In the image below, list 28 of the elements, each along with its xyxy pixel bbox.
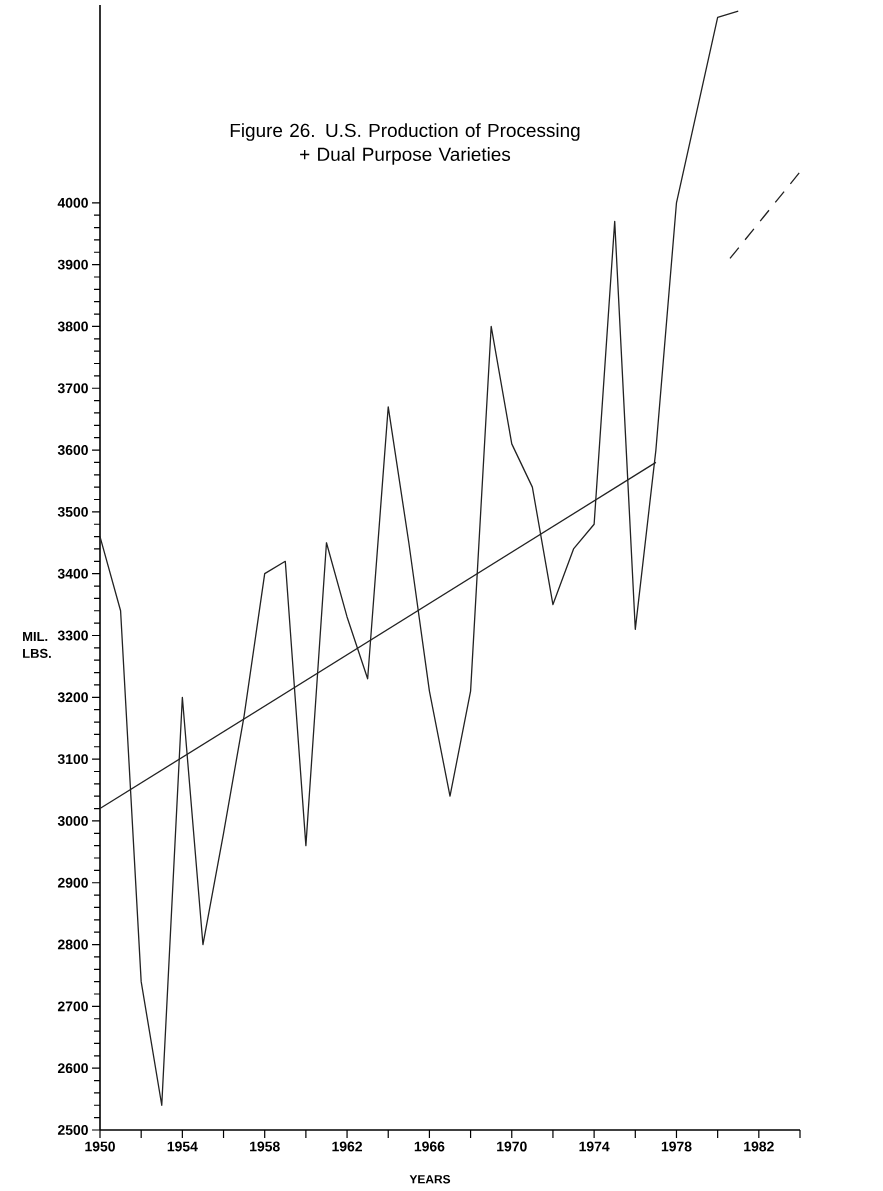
y-tick-label: 2500 <box>57 1125 88 1135</box>
y-tick-label: 3900 <box>57 259 88 270</box>
x-tick-label: 1950 <box>85 1141 115 1152</box>
y-axis-title: MIL. LBS. <box>23 632 51 658</box>
text: Figure 26. U.S. Production of Processing + Dual Purpose Varieties <box>230 123 580 165</box>
y-tick-label: 2900 <box>57 877 88 888</box>
y-tick-label: 3700 <box>57 383 88 394</box>
x-tick-label: 1970 <box>497 1141 527 1152</box>
x-tick-label: 1982 <box>744 1141 774 1152</box>
y-tick-label: 3500 <box>57 506 88 517</box>
y-tick-label: 3800 <box>57 321 88 332</box>
y-tick-label: 2600 <box>57 1063 88 1074</box>
y-tick-label: 2800 <box>57 939 88 950</box>
x-tick-label: 1958 <box>250 1141 280 1152</box>
x-tick-label: 1974 <box>579 1141 610 1152</box>
x-axis-title: YEARS <box>409 1175 451 1184</box>
x-tick-label: 1962 <box>332 1141 363 1152</box>
y-tick-label: 3000 <box>57 815 88 826</box>
x-tick-label: 1966 <box>414 1141 445 1152</box>
x-tick-label: 1978 <box>661 1141 692 1152</box>
y-tick-label: 3400 <box>57 568 88 579</box>
y-tick-label: 3300 <box>57 630 88 641</box>
x-tick-label: 1954 <box>167 1141 198 1152</box>
y-tick-label: 2700 <box>57 1001 88 1012</box>
y-tick-label: 3200 <box>57 692 88 703</box>
y-tick-label: 3600 <box>57 445 88 455</box>
y-tick-label: 3100 <box>57 754 88 765</box>
y-tick-label: 4000 <box>57 197 88 208</box>
